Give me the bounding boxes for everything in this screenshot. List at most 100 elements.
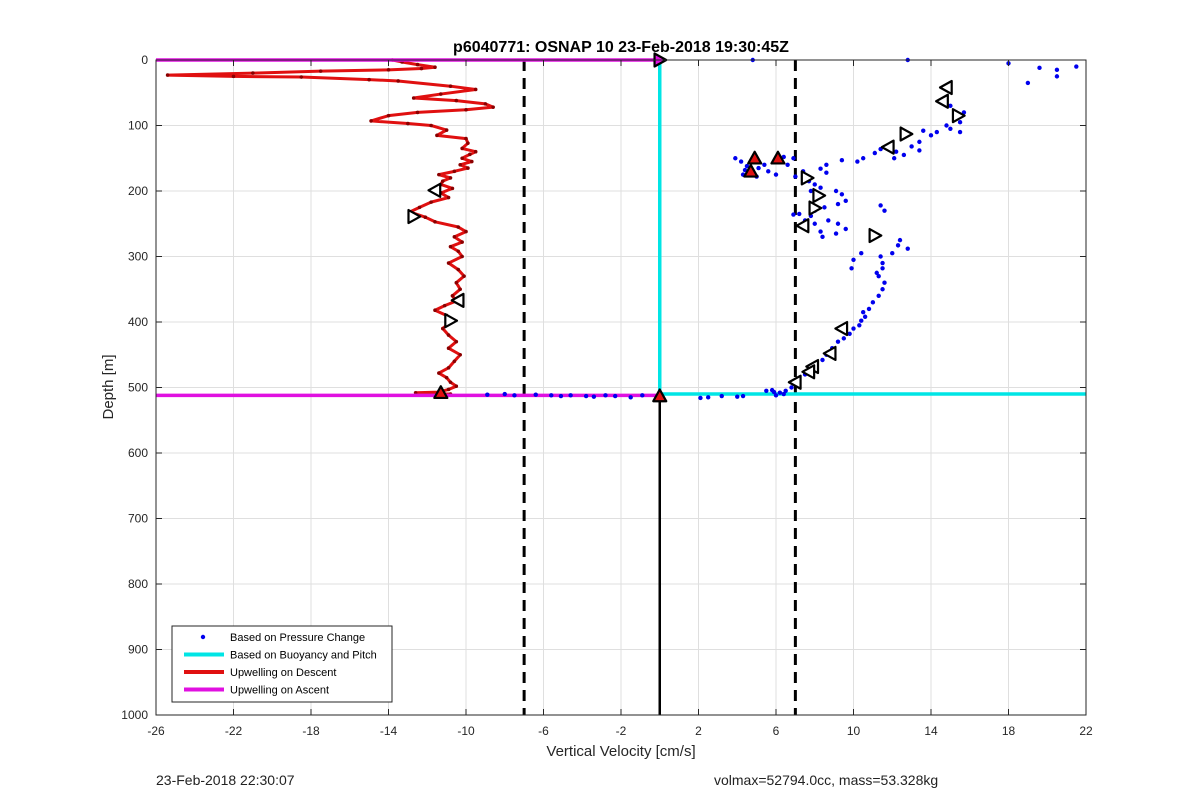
pressure-change-point <box>820 234 825 240</box>
pressure-change-point <box>735 394 740 399</box>
upwelling-descent-point <box>448 84 453 88</box>
upwelling-descent-point <box>464 229 468 234</box>
pressure-change-point <box>860 156 866 161</box>
upwelling-descent-point <box>464 136 468 141</box>
y-tick-label: 100 <box>128 119 148 133</box>
pressure-change-point <box>1037 65 1042 71</box>
pressure-change-point <box>843 226 848 232</box>
pressure-change-point <box>882 208 887 213</box>
upwelling-descent-point <box>446 195 451 200</box>
white-triangle-marker <box>834 320 849 337</box>
pressure-change-point <box>705 395 711 400</box>
y-tick-label: 800 <box>128 577 148 591</box>
pressure-change-point <box>824 170 829 175</box>
pressure-change-point <box>891 156 897 161</box>
x-tick-label: 10 <box>847 724 861 738</box>
upwelling-descent-point <box>444 375 449 380</box>
upwelling-descent-point <box>439 92 443 96</box>
upwelling-descent-point <box>454 280 459 285</box>
pressure-change-point <box>733 156 738 161</box>
pressure-change-point <box>876 293 881 298</box>
pressure-change-point <box>818 185 823 190</box>
upwelling-descent-point <box>464 107 468 112</box>
pressure-change-point <box>1025 80 1031 86</box>
upwelling-descent-point <box>386 68 391 72</box>
white-triangle-marker <box>868 227 883 244</box>
upwelling-descent-point <box>456 249 461 254</box>
pressure-change-point <box>583 393 589 399</box>
red-triangle-marker <box>743 163 759 178</box>
pressure-change-point <box>820 357 825 363</box>
pressure-change-point <box>738 159 744 164</box>
upwelling-descent-point <box>446 387 451 392</box>
pressure-change-point <box>878 254 883 259</box>
pressure-change-point <box>698 395 703 401</box>
pressure-change-point <box>917 139 922 145</box>
pressure-change-point <box>901 152 907 158</box>
upwelling-descent-point <box>437 172 441 177</box>
upwelling-descent-point <box>466 166 470 170</box>
upwelling-descent-point <box>452 169 457 174</box>
pressure-change-point <box>791 156 796 161</box>
upwelling-descent-point <box>444 128 449 132</box>
upwelling-descent-point <box>448 380 453 385</box>
pressure-change-point <box>882 280 887 285</box>
upwelling-descent-point <box>452 359 457 364</box>
upwelling-descent-point <box>442 303 447 308</box>
pressure-change-point <box>762 162 767 167</box>
upwelling-descent-point <box>456 267 461 272</box>
y-tick-label: 400 <box>128 315 148 329</box>
upwelling-descent-point <box>419 66 424 71</box>
red-triangle-marker <box>433 385 449 400</box>
legend: Based on Pressure Change Based on Buoyanc… <box>171 625 393 703</box>
y-tick-label: 700 <box>128 512 148 526</box>
pressure-change-point <box>1054 67 1060 73</box>
upwelling-descent-point <box>415 62 420 67</box>
upwelling-descent-point <box>406 121 410 126</box>
upwelling-descent-point <box>458 352 462 357</box>
pressure-change-point <box>893 149 899 154</box>
upwelling-descent-point <box>446 333 451 337</box>
upwelling-descent-point <box>491 105 495 109</box>
y-tick-label: 1000 <box>121 708 148 722</box>
pressure-change-point <box>890 251 895 256</box>
upwelling-descent-point <box>423 215 428 219</box>
red-triangle-marker <box>770 150 786 165</box>
footer-volmax-mass: volmax=52794.0cc, mass=53.328kg <box>714 772 939 788</box>
pressure-change-point <box>549 393 554 398</box>
upwelling-descent-point <box>417 205 422 210</box>
pressure-change-point <box>591 394 597 399</box>
pressure-change-point <box>812 221 817 226</box>
pressure-change-point <box>870 300 876 305</box>
upwelling-descent-point <box>369 119 373 123</box>
footer-timestamp: 23-Feb-2018 22:30:07 <box>156 772 295 788</box>
pressure-change-point <box>744 163 750 169</box>
upwelling-descent-point <box>446 261 451 265</box>
pressure-change-point <box>485 392 490 397</box>
pressure-change-point <box>773 172 779 177</box>
pressure-change-point <box>859 251 864 256</box>
white-triangle-marker <box>801 364 816 380</box>
pressure-change-point <box>851 326 856 331</box>
upwelling-descent-point <box>446 366 451 370</box>
white-triangle-marker <box>444 313 459 329</box>
upwelling-descent-point <box>458 287 462 292</box>
upwelling-descent-point <box>411 96 416 100</box>
upwelling-descent-point <box>396 79 400 83</box>
grid <box>155 59 1087 716</box>
upwelling-descent-point <box>473 87 478 92</box>
pressure-change-point <box>851 257 856 262</box>
upwelling-descent-point <box>448 244 453 249</box>
upwelling-descent-point <box>460 254 464 259</box>
pressure-change-point <box>843 198 848 204</box>
pressure-change-point <box>880 260 885 266</box>
pressure-change-point <box>921 128 926 133</box>
upwelling-descent-point <box>446 346 451 351</box>
x-tick-label: 2 <box>695 724 702 738</box>
x-tick-label: -6 <box>538 724 549 738</box>
marker-layer <box>407 52 966 403</box>
pressure-change-point <box>948 126 953 131</box>
upwelling-descent-point <box>429 123 433 128</box>
upwelling-descent-point <box>165 73 170 77</box>
